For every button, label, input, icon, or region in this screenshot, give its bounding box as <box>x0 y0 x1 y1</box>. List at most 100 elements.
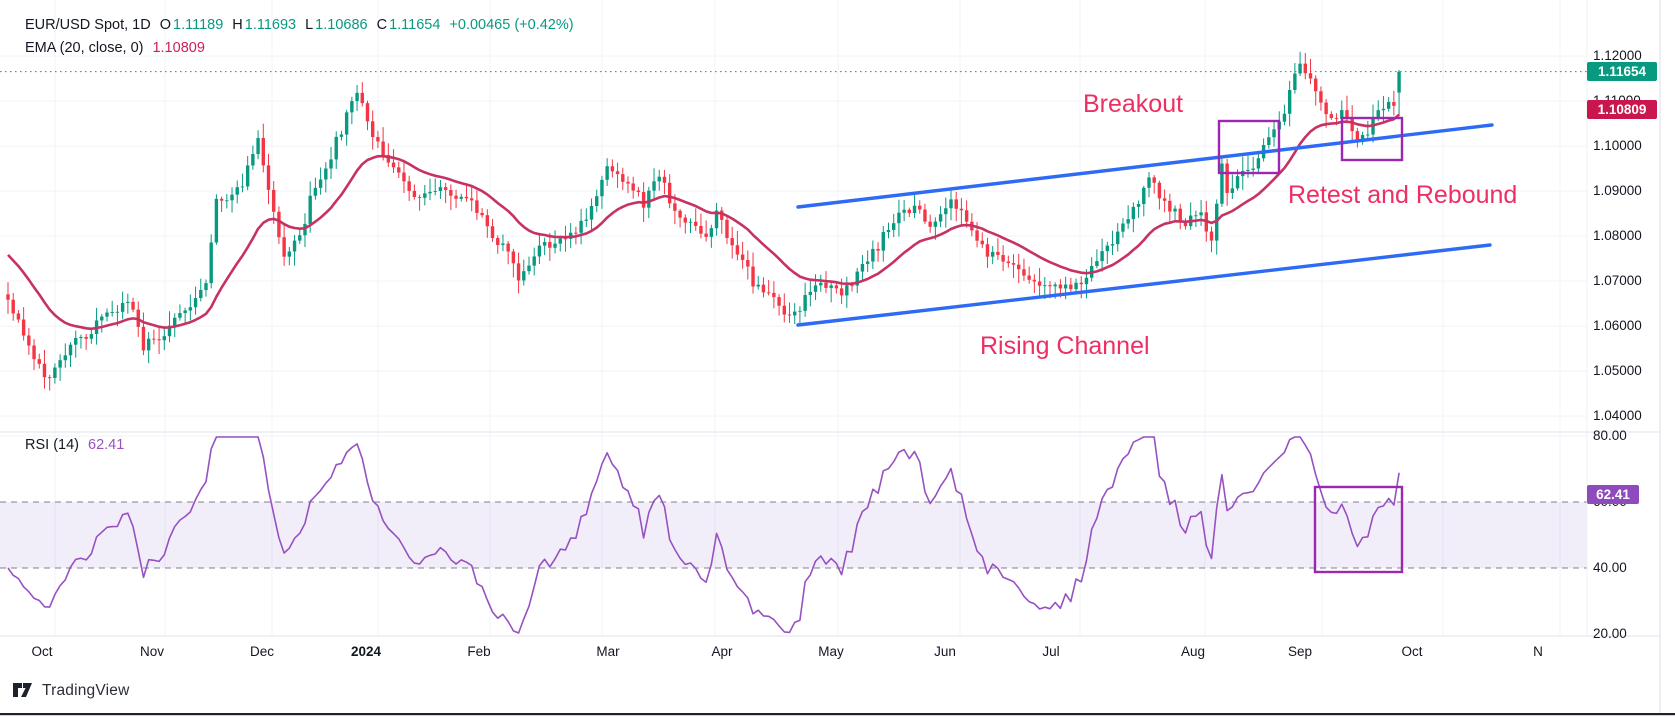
candle-up <box>542 242 547 246</box>
candle-up <box>1131 206 1136 220</box>
candle-down <box>1001 255 1005 262</box>
candle-up <box>553 243 557 248</box>
candle-down <box>1058 284 1063 289</box>
symbol-legend[interactable]: EUR/USD Spot, 1D O 1.11189 H 1.11693 L 1.10686… <box>25 17 574 33</box>
candle-up <box>1147 177 1151 188</box>
channel-line <box>796 123 1494 209</box>
candle-down <box>1162 198 1167 201</box>
candle-up <box>1100 251 1104 262</box>
candle-down <box>626 181 630 184</box>
candle-down <box>563 238 568 240</box>
candle-down <box>834 285 839 289</box>
candle-down <box>782 305 786 315</box>
candle-down <box>464 196 469 199</box>
candle-down <box>454 195 458 199</box>
candle-down <box>47 377 52 379</box>
candle-up <box>110 311 114 313</box>
candle-down <box>985 244 990 257</box>
candle-up <box>522 271 526 281</box>
candle-up <box>230 194 234 201</box>
candle-down <box>449 189 453 196</box>
candle-down <box>21 319 26 336</box>
candle-up <box>1230 188 1235 193</box>
candle-down <box>751 266 755 287</box>
candle-up <box>256 138 260 154</box>
candle-down <box>636 190 641 192</box>
candle-up <box>886 229 891 233</box>
rsi-legend[interactable]: RSI (14) 62.41 <box>25 437 124 453</box>
candle-down <box>485 215 490 227</box>
candle-down <box>1168 200 1172 212</box>
candle-up <box>501 243 505 245</box>
candle-up <box>855 271 859 286</box>
candle-down <box>730 237 734 246</box>
candle-up <box>871 248 875 262</box>
ema-legend[interactable]: EMA (20, close, 0) 1.10809 <box>25 40 205 56</box>
candle-down <box>959 208 964 211</box>
candle-down <box>1069 284 1073 290</box>
candle-down <box>683 217 687 223</box>
candle-down <box>371 121 375 138</box>
candle-down <box>475 200 479 213</box>
candle-down <box>1225 163 1229 193</box>
candle-down <box>511 251 516 264</box>
candle-up <box>1220 163 1224 204</box>
candle-down <box>376 137 380 142</box>
candle-down <box>1037 281 1042 286</box>
candle-up <box>89 334 94 339</box>
candle-up <box>1110 244 1115 246</box>
time-tick-label: Mar <box>596 644 620 659</box>
channel-line <box>796 243 1492 327</box>
candle-up <box>595 196 599 207</box>
candle-down <box>6 294 10 300</box>
candle-down <box>621 174 625 182</box>
candle-up <box>63 355 68 361</box>
candle-up <box>584 219 589 221</box>
candle-down <box>641 191 646 208</box>
ema-value: 1.10809 <box>152 40 205 56</box>
rsi-band <box>0 502 1587 568</box>
candle-up <box>433 191 437 192</box>
candle-up <box>339 134 344 137</box>
candle-up <box>1105 245 1110 252</box>
candle-up <box>652 181 656 191</box>
candle-up <box>1121 223 1125 232</box>
candle-up <box>438 187 443 192</box>
candle-up <box>235 187 239 195</box>
candle-up <box>897 212 901 224</box>
candle-up <box>318 179 323 188</box>
candle-up <box>589 206 594 220</box>
tradingview-logo[interactable]: TradingView <box>13 682 130 700</box>
candle-up <box>1287 89 1292 114</box>
candle-up <box>74 337 78 345</box>
time-tick-label: Aug <box>1180 644 1206 659</box>
candle-up <box>579 220 583 233</box>
candle-up <box>1272 129 1276 138</box>
candle-down <box>407 181 411 191</box>
candle-down <box>32 345 36 360</box>
candle-down <box>824 282 828 288</box>
candle-down <box>1079 282 1083 285</box>
candle-down <box>839 288 844 296</box>
candle-down <box>131 301 135 310</box>
highlight-box <box>1340 116 1404 162</box>
candle-down <box>876 248 880 251</box>
candle-up <box>1246 169 1250 171</box>
candle-up <box>79 336 83 338</box>
candle-up <box>912 205 917 214</box>
candle-up <box>225 200 229 202</box>
candle-up <box>990 251 995 257</box>
candle-down <box>1314 78 1318 92</box>
candle-up <box>1126 219 1130 224</box>
candle-up <box>120 302 125 312</box>
candle-down <box>443 187 448 190</box>
time-tick-label: Oct <box>1401 644 1423 659</box>
time-tick-label: Apr <box>711 644 733 659</box>
candle-up <box>193 298 198 308</box>
candle-down <box>678 210 682 218</box>
candle-down <box>1319 91 1323 103</box>
candle-up <box>214 198 219 243</box>
candle-down <box>725 219 729 238</box>
tradingview-logo-text: TradingView <box>42 682 130 699</box>
